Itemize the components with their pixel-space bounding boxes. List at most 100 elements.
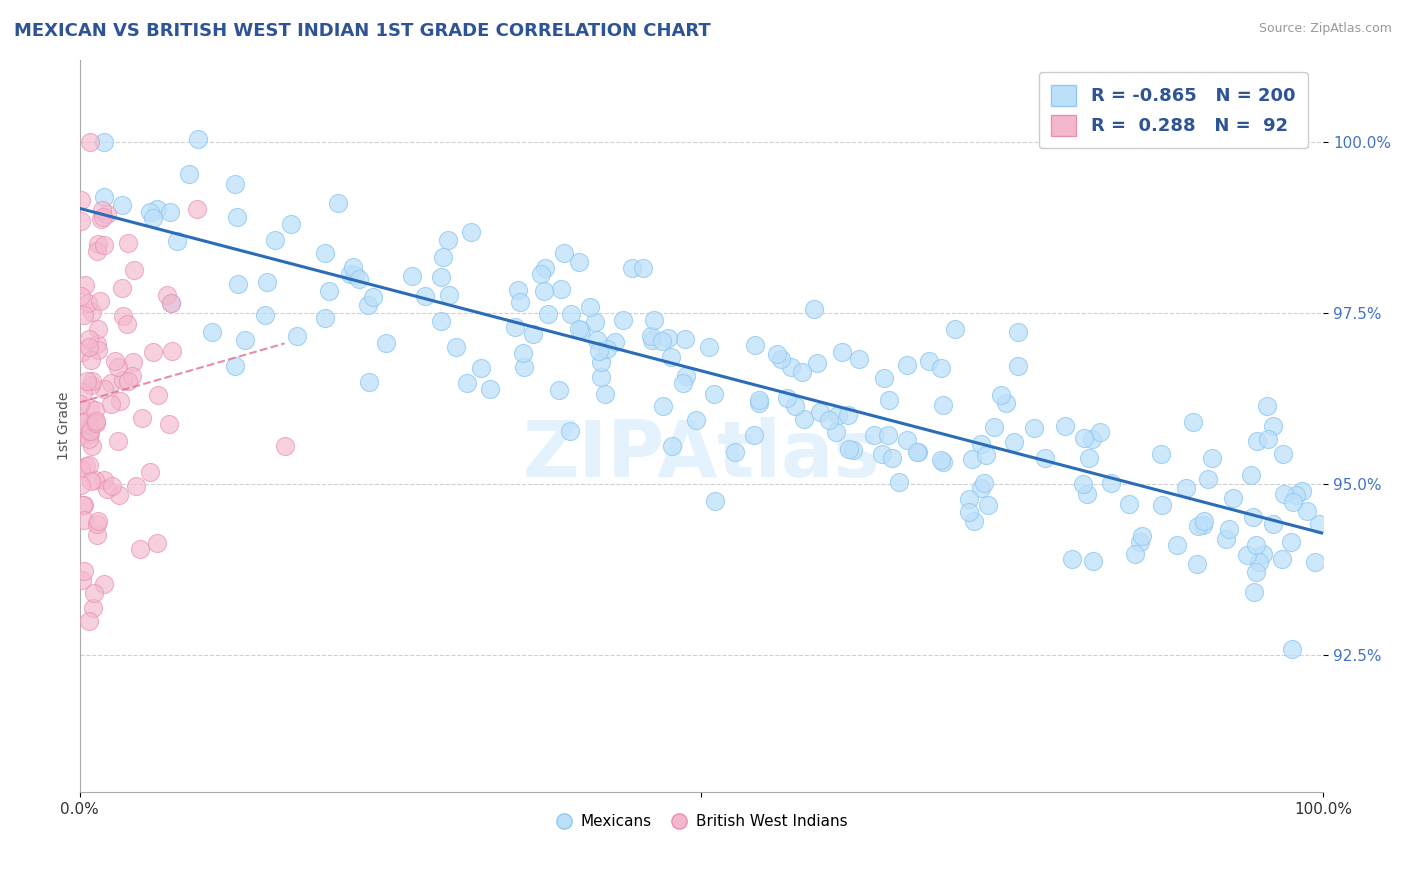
Point: [70, 477, 93, 491]
Point: [73, 514, 96, 528]
Point: [1185, 557, 1208, 571]
Point: [512, 345, 534, 359]
Point: [827, 408, 849, 422]
Point: [529, 267, 551, 281]
Point: [1256, 399, 1278, 413]
Point: [633, 260, 655, 275]
Point: [1007, 359, 1029, 374]
Point: [770, 352, 793, 367]
Point: [661, 350, 683, 364]
Point: [111, 198, 134, 212]
Point: [70, 417, 93, 431]
Point: [444, 340, 467, 354]
Point: [536, 307, 558, 321]
Point: [907, 444, 929, 458]
Point: [657, 331, 679, 345]
Point: [73, 308, 96, 322]
Point: [1243, 584, 1265, 599]
Point: [661, 439, 683, 453]
Point: [159, 295, 181, 310]
Point: [1129, 535, 1152, 549]
Point: [77, 432, 100, 446]
Point: [1197, 472, 1219, 486]
Point: [1272, 447, 1295, 461]
Point: [142, 211, 165, 226]
Point: [86, 528, 108, 542]
Point: [1215, 533, 1237, 547]
Point: [80, 353, 103, 368]
Point: [994, 396, 1017, 410]
Point: [83, 586, 105, 600]
Point: [228, 277, 250, 292]
Point: [146, 388, 169, 402]
Point: [803, 301, 825, 316]
Point: [1282, 495, 1305, 509]
Point: [793, 411, 815, 425]
Point: [79, 458, 101, 472]
Point: [107, 359, 129, 374]
Point: [896, 358, 918, 372]
Point: [478, 382, 501, 396]
Point: [70, 193, 93, 207]
Point: [225, 210, 247, 224]
Point: [513, 360, 536, 375]
Point: [643, 312, 665, 326]
Point: [990, 388, 1012, 402]
Point: [375, 335, 398, 350]
Point: [69, 396, 91, 410]
Point: [84, 414, 107, 428]
Point: [90, 211, 112, 226]
Point: [93, 577, 115, 591]
Point: [186, 202, 208, 216]
Point: [87, 237, 110, 252]
Point: [1002, 434, 1025, 449]
Point: [685, 413, 707, 427]
Point: [79, 401, 101, 415]
Point: [842, 443, 865, 458]
Point: [887, 475, 910, 489]
Point: [79, 424, 101, 438]
Point: [93, 383, 115, 397]
Point: [1088, 425, 1111, 440]
Point: [1291, 484, 1313, 499]
Point: [931, 398, 953, 412]
Point: [508, 283, 530, 297]
Point: [970, 436, 993, 450]
Point: [125, 479, 148, 493]
Point: [640, 328, 662, 343]
Point: [603, 334, 626, 349]
Point: [651, 334, 673, 349]
Point: [100, 397, 122, 411]
Point: [86, 517, 108, 532]
Point: [179, 167, 201, 181]
Point: [361, 290, 384, 304]
Point: [783, 399, 806, 413]
Point: [640, 333, 662, 347]
Point: [89, 293, 111, 308]
Point: [254, 308, 277, 322]
Point: [1272, 486, 1295, 500]
Point: [963, 514, 986, 528]
Point: [339, 267, 361, 281]
Point: [413, 289, 436, 303]
Point: [187, 132, 209, 146]
Point: [80, 374, 103, 388]
Point: [1073, 431, 1095, 445]
Point: [1022, 420, 1045, 434]
Point: [1236, 548, 1258, 562]
Point: [401, 268, 423, 283]
Point: [1033, 450, 1056, 465]
Point: [1263, 418, 1285, 433]
Point: [547, 384, 569, 398]
Point: [166, 234, 188, 248]
Point: [86, 244, 108, 259]
Point: [1308, 517, 1330, 532]
Point: [79, 426, 101, 441]
Point: [75, 277, 97, 292]
Point: [437, 288, 460, 302]
Point: [569, 323, 592, 337]
Point: [160, 344, 183, 359]
Point: [1081, 432, 1104, 446]
Point: [1218, 522, 1240, 536]
Point: [91, 210, 114, 224]
